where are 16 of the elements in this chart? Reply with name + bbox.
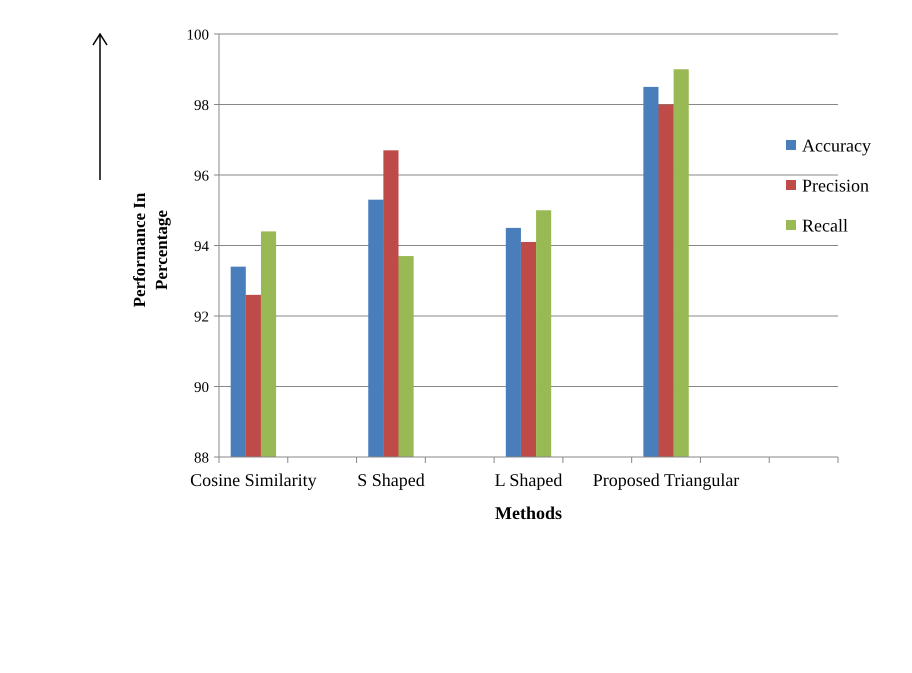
y-tick-label: 100 [186,27,209,44]
legend-label: Recall [802,215,848,236]
y-tick-label: 92 [194,309,209,326]
y-tick-label: 90 [194,380,209,396]
y-axis-title: Performance In Percentage [130,192,172,308]
legend-label: Precision [802,175,869,196]
x-tick-label: S Shaped [357,470,425,490]
y-tick-label: 88 [194,450,209,466]
legend-label: Accuracy [802,135,871,156]
x-tick-label: L Shaped [494,470,562,490]
y-tick-label: 96 [194,168,210,184]
y-tick-label: 98 [194,98,209,114]
x-tick-label: Proposed Triangular [592,470,740,490]
x-axis-title: Methods [495,503,562,523]
x-tick-label: Cosine Similarity [190,470,317,490]
y-tick-label: 94 [194,238,210,255]
